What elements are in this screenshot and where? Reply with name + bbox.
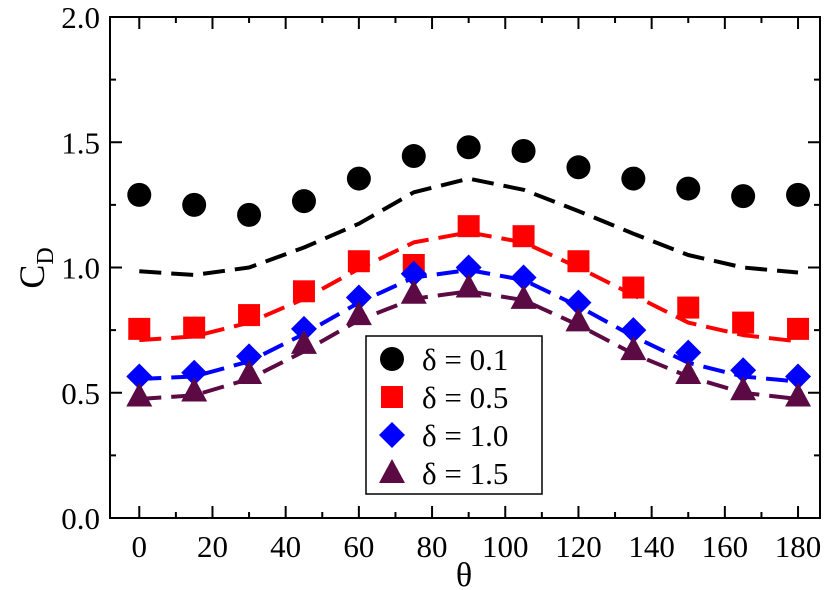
- series-0-point: [786, 182, 811, 207]
- series-3-point: [620, 336, 647, 361]
- series-0-point: [182, 192, 207, 217]
- y-tick-label: 1.5: [61, 125, 100, 160]
- series-0-point: [291, 189, 316, 214]
- legend: δ = 0.1δ = 0.5δ = 1.0δ = 1.5: [365, 335, 543, 495]
- series-0-point: [621, 166, 646, 191]
- x-tick-label: 120: [555, 529, 602, 564]
- series-1-point: [512, 225, 535, 248]
- series-points: [126, 135, 812, 407]
- series-3-point: [400, 279, 427, 304]
- series-2-point: [565, 289, 592, 316]
- series-2-point: [236, 343, 263, 370]
- series-2-point: [290, 315, 317, 342]
- series-1-point: [622, 276, 645, 299]
- series-0-point: [346, 166, 371, 191]
- series-0-dashed-line: [139, 176, 799, 277]
- series-0-point: [676, 176, 701, 201]
- series-2-point: [730, 357, 757, 384]
- series-0-point: [731, 184, 756, 209]
- y-tick-label: 0.0: [61, 501, 100, 536]
- series-3-point: [290, 329, 317, 354]
- series-0-point: [401, 144, 426, 169]
- series-2-point: [126, 363, 153, 390]
- series-3-point: [730, 376, 757, 401]
- series-2-point: [620, 317, 647, 344]
- legend-marker-2: [379, 422, 405, 448]
- series-2-point: [345, 284, 372, 311]
- series-2-point: [510, 264, 537, 291]
- series-1-point: [183, 316, 206, 339]
- series-0-point: [456, 135, 481, 160]
- series-3-point: [345, 301, 372, 326]
- series-3-point: [785, 382, 812, 407]
- y-tick-label: 1.0: [61, 251, 100, 286]
- x-tick-label: 40: [270, 529, 301, 564]
- svg-text:CD: CD: [12, 247, 59, 288]
- legend-label-3: δ = 1.5: [422, 456, 508, 491]
- x-tick-label: 20: [197, 529, 228, 564]
- series-1-point: [567, 250, 590, 273]
- x-tick-label: 100: [482, 529, 529, 564]
- legend-marker-1: [381, 386, 403, 408]
- series-0-point: [237, 202, 262, 227]
- series-3-point: [510, 284, 537, 309]
- axes: [109, 16, 821, 519]
- y-axis-title: CD: [12, 247, 59, 288]
- series-1-point: [787, 317, 810, 340]
- y-tick-label: 0.5: [61, 376, 100, 411]
- series-3-point: [675, 359, 702, 384]
- x-tick-label: 140: [628, 529, 675, 564]
- series-2-point: [785, 363, 812, 390]
- x-axis-title: θ: [456, 557, 472, 590]
- x-tick-label: 160: [702, 529, 749, 564]
- series-1-point: [677, 296, 700, 319]
- y-tick-label: 2.0: [61, 0, 100, 35]
- series-0-point: [566, 155, 591, 180]
- series-1-point: [128, 317, 151, 340]
- x-tick-label: 80: [417, 529, 448, 564]
- series-3-point: [181, 377, 208, 402]
- series-2-point: [455, 254, 482, 281]
- series-2-point: [675, 339, 702, 366]
- legend-label-1: δ = 0.5: [422, 380, 508, 415]
- series-2-point: [181, 359, 208, 386]
- y-axis-title-subscript: D: [33, 247, 59, 264]
- x-tick-label: 180: [775, 529, 822, 564]
- series-3-point: [236, 359, 263, 384]
- legend-marker-0: [380, 347, 404, 371]
- series-0-point: [511, 139, 536, 164]
- x-tick-label: 60: [343, 529, 374, 564]
- series-1-point: [238, 304, 261, 327]
- legend-marker-3: [379, 459, 405, 483]
- legend-label-0: δ = 0.1: [422, 342, 508, 377]
- series-3-point: [455, 273, 482, 298]
- series-1-point: [347, 250, 370, 273]
- series-2-point: [400, 260, 427, 287]
- x-tick-label: 0: [132, 529, 148, 564]
- legend-label-2: δ = 1.0: [422, 418, 508, 453]
- series-1-point: [457, 215, 480, 238]
- series-3-point: [565, 307, 592, 332]
- tick-labels: 0 20 40 60 80 100 120 140 160 180 0.0 0.5 1.0 1.5 2.0: [61, 0, 821, 564]
- series-3-point: [126, 382, 153, 407]
- y-axis-title-main: C: [12, 265, 52, 289]
- series-1-point: [292, 280, 315, 303]
- series-0-point: [127, 182, 152, 207]
- series-1-point: [732, 311, 755, 334]
